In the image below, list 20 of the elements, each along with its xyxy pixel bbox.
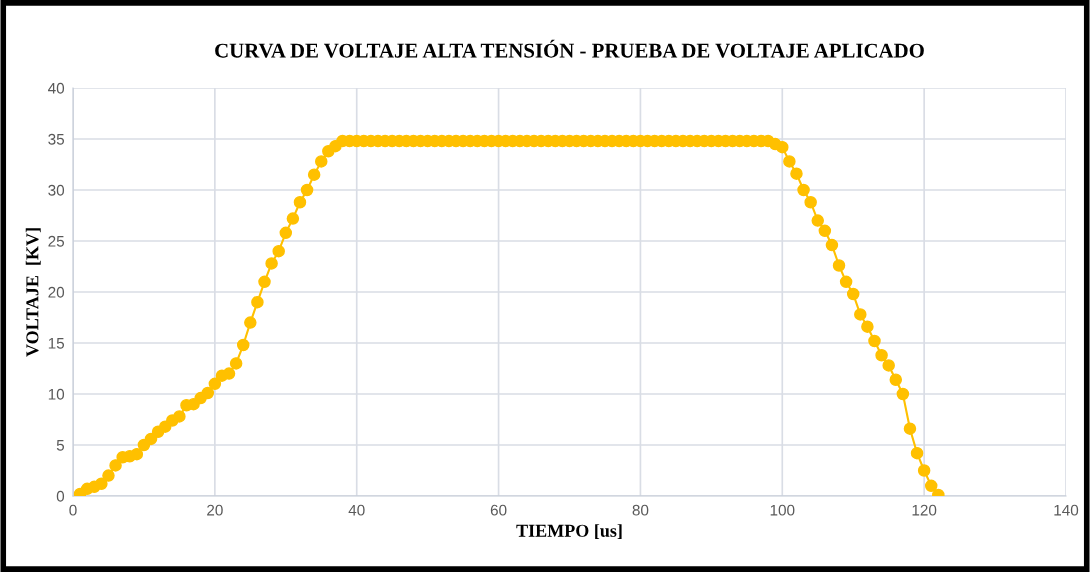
- y-tick-label: 10: [48, 388, 65, 400]
- x-tick-label: 60: [490, 504, 507, 516]
- x-tick-label: 120: [912, 504, 937, 516]
- y-tick-label: 35: [48, 133, 65, 145]
- y-tick-label: 5: [56, 440, 65, 451]
- chart-title: CURVA DE VOLTAJE ALTA TENSIÓN - PRUEBA DE VOLTAJE APLICADO: [215, 39, 924, 58]
- x-tick-label: 140: [1054, 504, 1079, 516]
- x-tick-label: 20: [207, 504, 223, 516]
- y-tick-label: 20: [48, 286, 65, 298]
- y-tick-label: 30: [48, 184, 65, 196]
- x-tick-label: 40: [348, 504, 365, 516]
- x-tick-label: 80: [632, 504, 649, 516]
- x-tick-label: 0: [69, 504, 77, 516]
- x-axis-title: TIEMPO [us]: [516, 524, 622, 540]
- x-tick-label: 100: [770, 504, 795, 516]
- y-tick-label: 15: [48, 338, 65, 349]
- y-axis-title: VOLTAJE [KV]: [25, 228, 41, 357]
- y-tick-label: 25: [48, 235, 65, 247]
- y-tick-label: 0: [56, 490, 65, 502]
- y-tick-label: 40: [48, 82, 65, 94]
